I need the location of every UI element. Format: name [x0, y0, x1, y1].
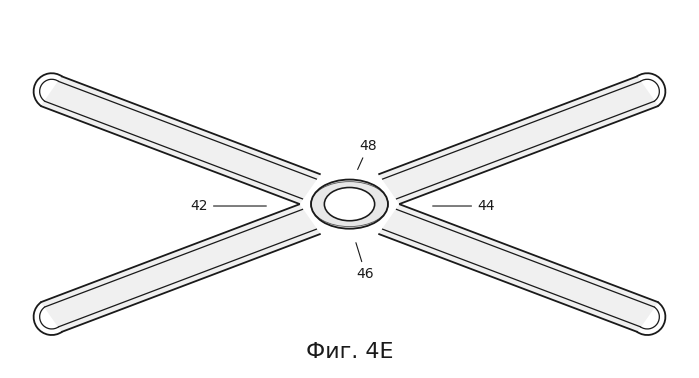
Ellipse shape [311, 180, 388, 229]
Text: 46: 46 [356, 243, 375, 281]
Polygon shape [379, 76, 658, 204]
Text: 48: 48 [358, 138, 377, 169]
Text: Фиг. 4E: Фиг. 4E [305, 342, 394, 361]
Polygon shape [379, 204, 658, 332]
Ellipse shape [324, 187, 375, 221]
Text: 44: 44 [433, 199, 495, 213]
Text: 42: 42 [190, 199, 266, 213]
Polygon shape [41, 76, 320, 204]
Polygon shape [41, 204, 320, 332]
